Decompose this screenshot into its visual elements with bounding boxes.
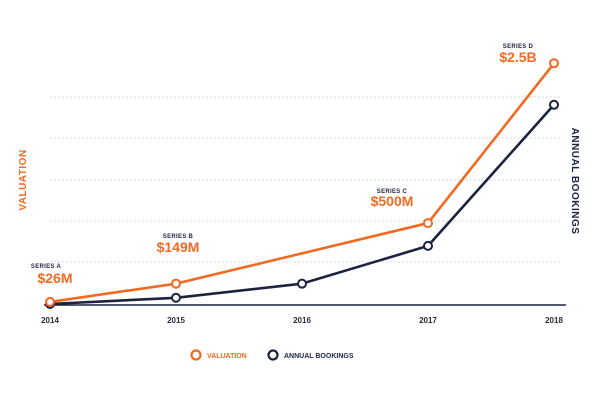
valuation-amount-label: $500M [371, 193, 414, 209]
bookings-point [549, 99, 559, 110]
series-points [45, 58, 559, 309]
x-tick-labels: 2014 2015 2016 2017 2018 [41, 316, 563, 325]
series-round-label: SERIES D [503, 44, 534, 50]
valuation-point [171, 278, 181, 289]
funding-annotations: SERIES A$26M SERIES B$149M SERIES C$500M SE… [31, 44, 537, 286]
series-round-label: SERIES B [163, 234, 194, 240]
legend: VALUATION ANNUAL BOOKINGS [190, 349, 354, 361]
bookings-point [423, 240, 433, 251]
valuation-amount-label: $149M [157, 239, 200, 255]
legend-valuation-marker [190, 349, 202, 361]
valuation-point [549, 58, 559, 69]
valuation-point [45, 296, 55, 307]
valuation-amount-label: $26M [37, 270, 72, 286]
gridlines [50, 96, 560, 263]
x-tick-label: 2017 [419, 316, 437, 325]
legend-bookings-marker [267, 349, 279, 361]
x-tick-label: 2014 [41, 316, 59, 325]
y-axis-title-right: ANNUAL BOOKINGS [569, 128, 580, 235]
bookings-point [297, 278, 307, 289]
series-round-label: SERIES A [31, 264, 62, 270]
valuation-amount-label: $2.5B [499, 49, 536, 65]
legend-bookings-label: ANNUAL BOOKINGS [284, 353, 354, 360]
x-tick-label: 2018 [545, 316, 563, 325]
x-tick-label: 2016 [293, 316, 311, 325]
series-round-label: SERIES C [377, 189, 408, 195]
bookings-point [171, 292, 181, 303]
legend-valuation-label: VALUATION [207, 353, 247, 360]
y-axis-title-left: VALUATION [18, 149, 29, 210]
x-tick-label: 2015 [167, 316, 185, 325]
bookings-line [49, 103, 555, 306]
valuation-line [49, 62, 556, 304]
series-lines [49, 62, 556, 306]
valuation-point [423, 218, 433, 229]
